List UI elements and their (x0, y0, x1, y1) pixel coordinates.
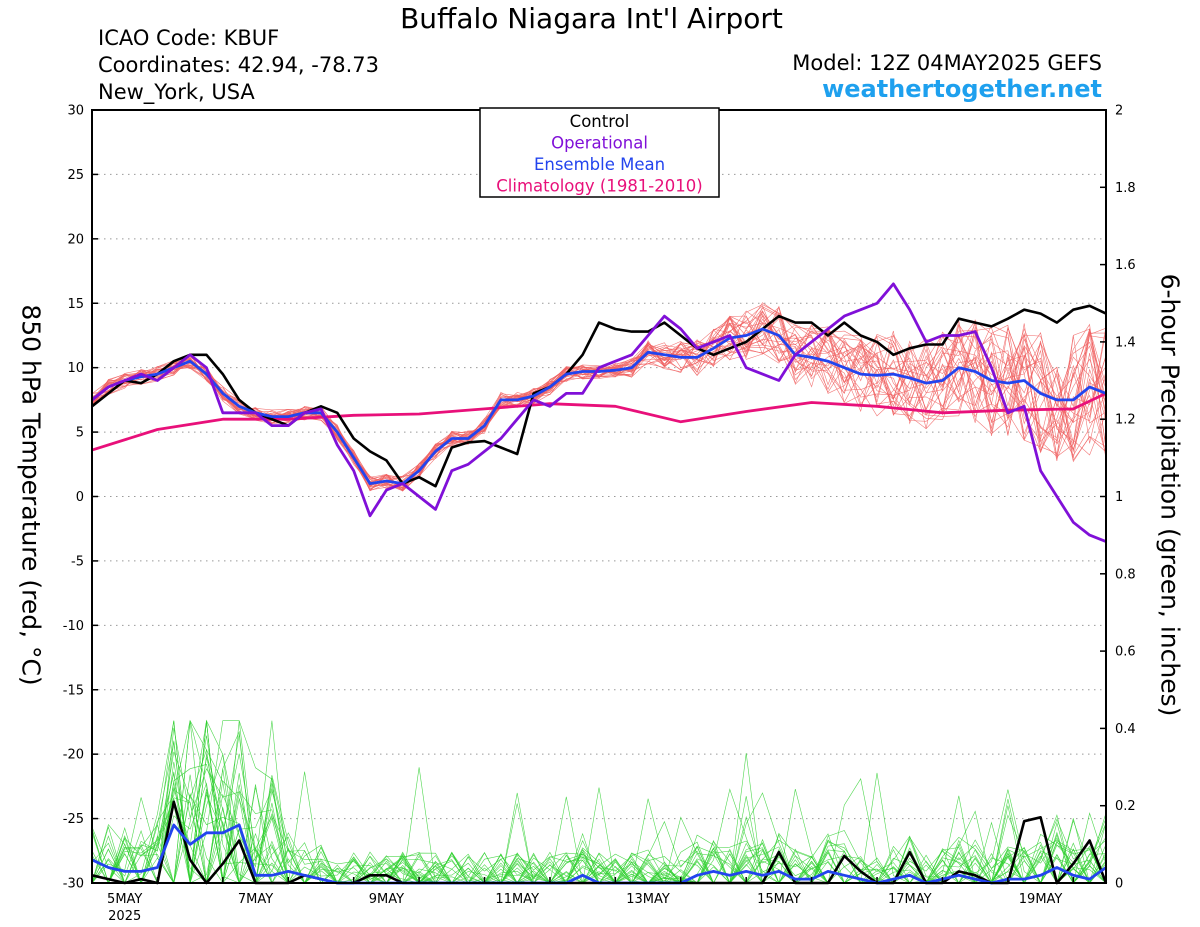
temp-member-line (91, 302, 1107, 492)
x-tick-label: 5MAY (107, 892, 142, 907)
icao-code: ICAO Code: KBUF (98, 26, 280, 50)
y-tick-label: -25 (63, 812, 84, 827)
y-tick-label: 25 (67, 168, 84, 183)
y2-tick-label: 1 (1115, 490, 1123, 505)
x-tick-label: 7MAY (238, 892, 273, 907)
legend-box (479, 107, 720, 198)
legend: Control Operational Ensemble Mean Climatolo… (479, 107, 720, 198)
precip-member-line (92, 773, 1107, 885)
x-tick-label: 15MAY (757, 892, 801, 907)
y2-tick-label: 0 (1115, 877, 1123, 892)
temp-member-line (91, 313, 1107, 487)
x-tick-label: 9MAY (369, 892, 404, 907)
y2-tick-label: 1.4 (1115, 335, 1136, 350)
y2-tick-label: 0.2 (1115, 799, 1136, 814)
y-tick-label: -10 (63, 619, 84, 634)
legend-entry-operational: Operational (551, 134, 648, 153)
y2-tick-label: 0.6 (1115, 645, 1136, 660)
x-tick-label: 11MAY (495, 892, 539, 907)
legend-entry-ensemble-mean: Ensemble Mean (534, 155, 665, 174)
temp-member-line (91, 306, 1107, 482)
y2-tick-label: 0.4 (1115, 722, 1136, 737)
temp-member-line (91, 310, 1107, 488)
y-tick-label: -5 (71, 554, 84, 569)
y-tick-label: -20 (63, 748, 84, 763)
precip-member-line (92, 727, 1107, 885)
legend-entry-climatology-1981-2010: Climatology (1981-2010) (496, 177, 702, 196)
y-tick-label: 30 (67, 104, 84, 119)
axes: -30-25-20-15-10-505101520253000.20.40.60… (63, 104, 1136, 925)
site-link[interactable]: weathertogether.net (822, 75, 1102, 103)
operational-temp-line (91, 282, 1107, 543)
precip-member-line (91, 753, 1107, 884)
grid-lines (92, 173, 1106, 820)
model-run: Model: 12Z 04MAY2025 GEFS (792, 51, 1102, 75)
ensemble-members (91, 302, 1107, 885)
precip-member-line (91, 769, 1107, 884)
control-temp-line (91, 304, 1107, 488)
y2-tick-label: 2 (1115, 104, 1123, 119)
legend-entry-control: Control (570, 112, 630, 131)
climatology-1981-2010-temp-line (91, 392, 1107, 452)
x-tick-label: 13MAY (626, 892, 670, 907)
precip-member-line (91, 720, 1107, 884)
x-tick-label: 17MAY (888, 892, 932, 907)
chart-title: Buffalo Niagara Int'l Airport (400, 2, 783, 35)
precip-member-line (92, 720, 1107, 884)
y2-tick-label: 1.2 (1115, 413, 1136, 428)
y2-tick-label: 0.8 (1115, 567, 1136, 582)
y-tick-label: -30 (63, 877, 84, 892)
location: New_York, USA (98, 80, 255, 104)
coordinates: Coordinates: 42.94, -78.73 (98, 53, 379, 77)
y-tick-label: 20 (67, 232, 84, 247)
x-tick-year-label: 2025 (108, 909, 141, 924)
temp-member-line (91, 311, 1107, 490)
x-tick-label: 19MAY (1019, 892, 1063, 907)
plot-frame (91, 109, 1107, 884)
temp-member-line (91, 305, 1107, 492)
temp-member-line (91, 310, 1107, 486)
y-tick-label: 0 (76, 490, 84, 505)
y2-tick-label: 1.6 (1115, 258, 1136, 273)
series-lines (91, 282, 1108, 885)
y-tick-label: 5 (76, 426, 84, 441)
y-tick-label: 15 (67, 297, 84, 312)
precip-member-line (92, 741, 1107, 884)
y-tick-label: -15 (63, 683, 84, 698)
y-tick-label: 10 (67, 361, 84, 376)
precip-member-line (92, 788, 1107, 884)
ensemble-mean-temp-line (91, 327, 1107, 486)
temp-member-line (91, 310, 1107, 489)
y2-tick-label: 1.8 (1115, 181, 1136, 196)
